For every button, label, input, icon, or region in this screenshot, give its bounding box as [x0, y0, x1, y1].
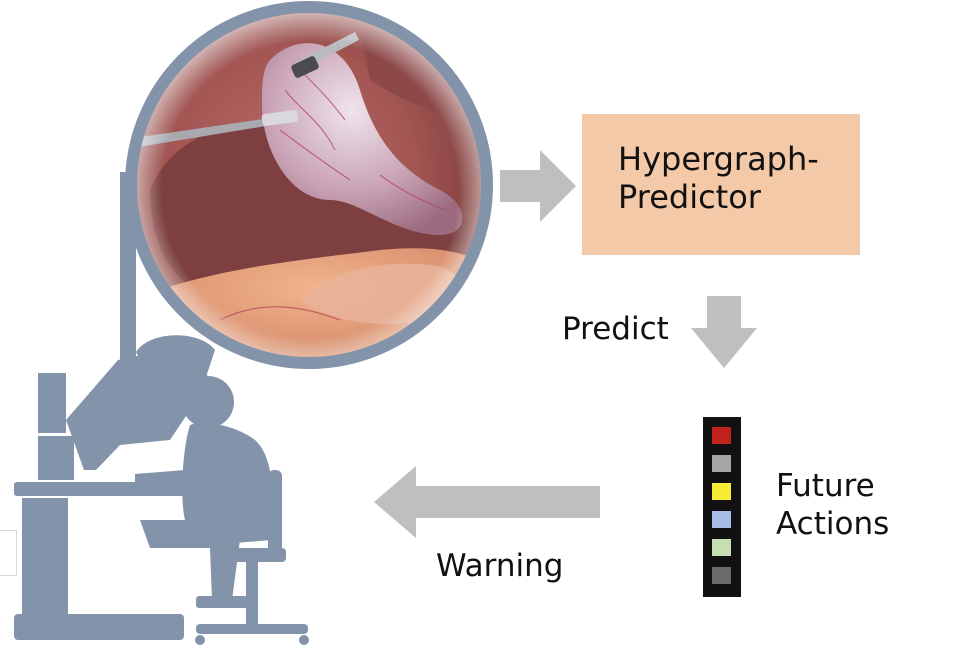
action-swatch: [712, 511, 731, 528]
action-swatch: [712, 539, 731, 556]
hypergraph-predictor-box: Hypergraph- Predictor: [582, 114, 860, 255]
arrow-down-icon: [691, 296, 757, 368]
action-swatch: [712, 427, 731, 444]
action-swatch: [712, 567, 731, 584]
endoscopic-surgery-image: [125, 1, 493, 369]
surgeon-at-console-icon: [14, 335, 309, 645]
predict-label: Predict: [562, 311, 669, 347]
arrow-to-predictor: [500, 150, 576, 222]
future-actions-bar: [703, 417, 741, 597]
arrow-predict-down: [691, 296, 757, 368]
future-actions-label: Future Actions: [776, 468, 890, 542]
predictor-label: Hypergraph- Predictor: [618, 140, 819, 216]
arrow-warning-left: [374, 466, 600, 538]
edge-box: [0, 530, 17, 576]
arrow-left-icon: [374, 466, 600, 538]
arrow-right-icon: [500, 150, 576, 222]
action-swatch: [712, 455, 731, 472]
warning-label: Warning: [436, 548, 564, 584]
action-swatch: [712, 483, 731, 500]
